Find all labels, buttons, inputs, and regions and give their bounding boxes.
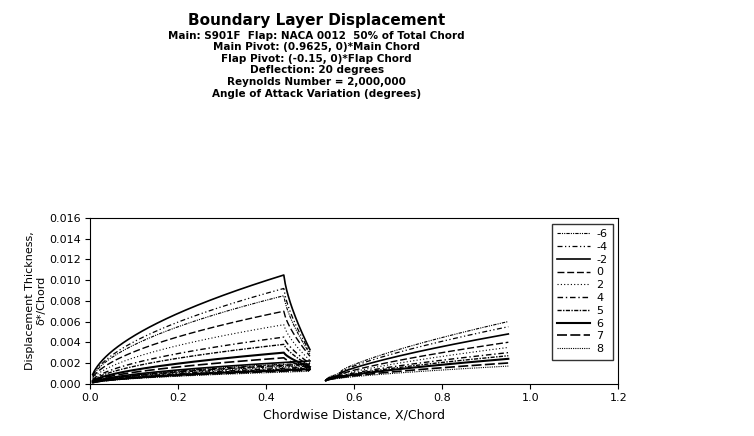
Y-axis label: Displacement Thickness,
δ*/Chord: Displacement Thickness, δ*/Chord [25,232,46,370]
Text: Main: S901F  Flap: NACA 0012  50% of Total Chord
Main Pivot: (0.9625, 0)*Main Ch: Main: S901F Flap: NACA 0012 50% of Total… [168,31,465,99]
Text: Boundary Layer Displacement: Boundary Layer Displacement [188,13,446,28]
X-axis label: Chordwise Distance, X/Chord: Chordwise Distance, X/Chord [263,409,446,422]
Legend: -6, -4, -2, 0, 2, 4, 5, 6, 7, 8: -6, -4, -2, 0, 2, 4, 5, 6, 7, 8 [552,224,613,360]
